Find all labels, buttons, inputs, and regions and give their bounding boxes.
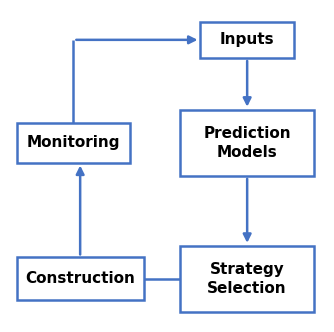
Text: Strategy
Selection: Strategy Selection bbox=[207, 262, 287, 296]
Text: Prediction
Models: Prediction Models bbox=[203, 125, 291, 160]
FancyBboxPatch shape bbox=[180, 246, 314, 312]
Text: Construction: Construction bbox=[25, 271, 135, 287]
Text: Monitoring: Monitoring bbox=[27, 135, 120, 150]
FancyBboxPatch shape bbox=[180, 110, 314, 176]
FancyBboxPatch shape bbox=[17, 123, 130, 163]
FancyBboxPatch shape bbox=[200, 22, 294, 58]
Text: Inputs: Inputs bbox=[220, 32, 275, 47]
FancyBboxPatch shape bbox=[17, 257, 144, 300]
